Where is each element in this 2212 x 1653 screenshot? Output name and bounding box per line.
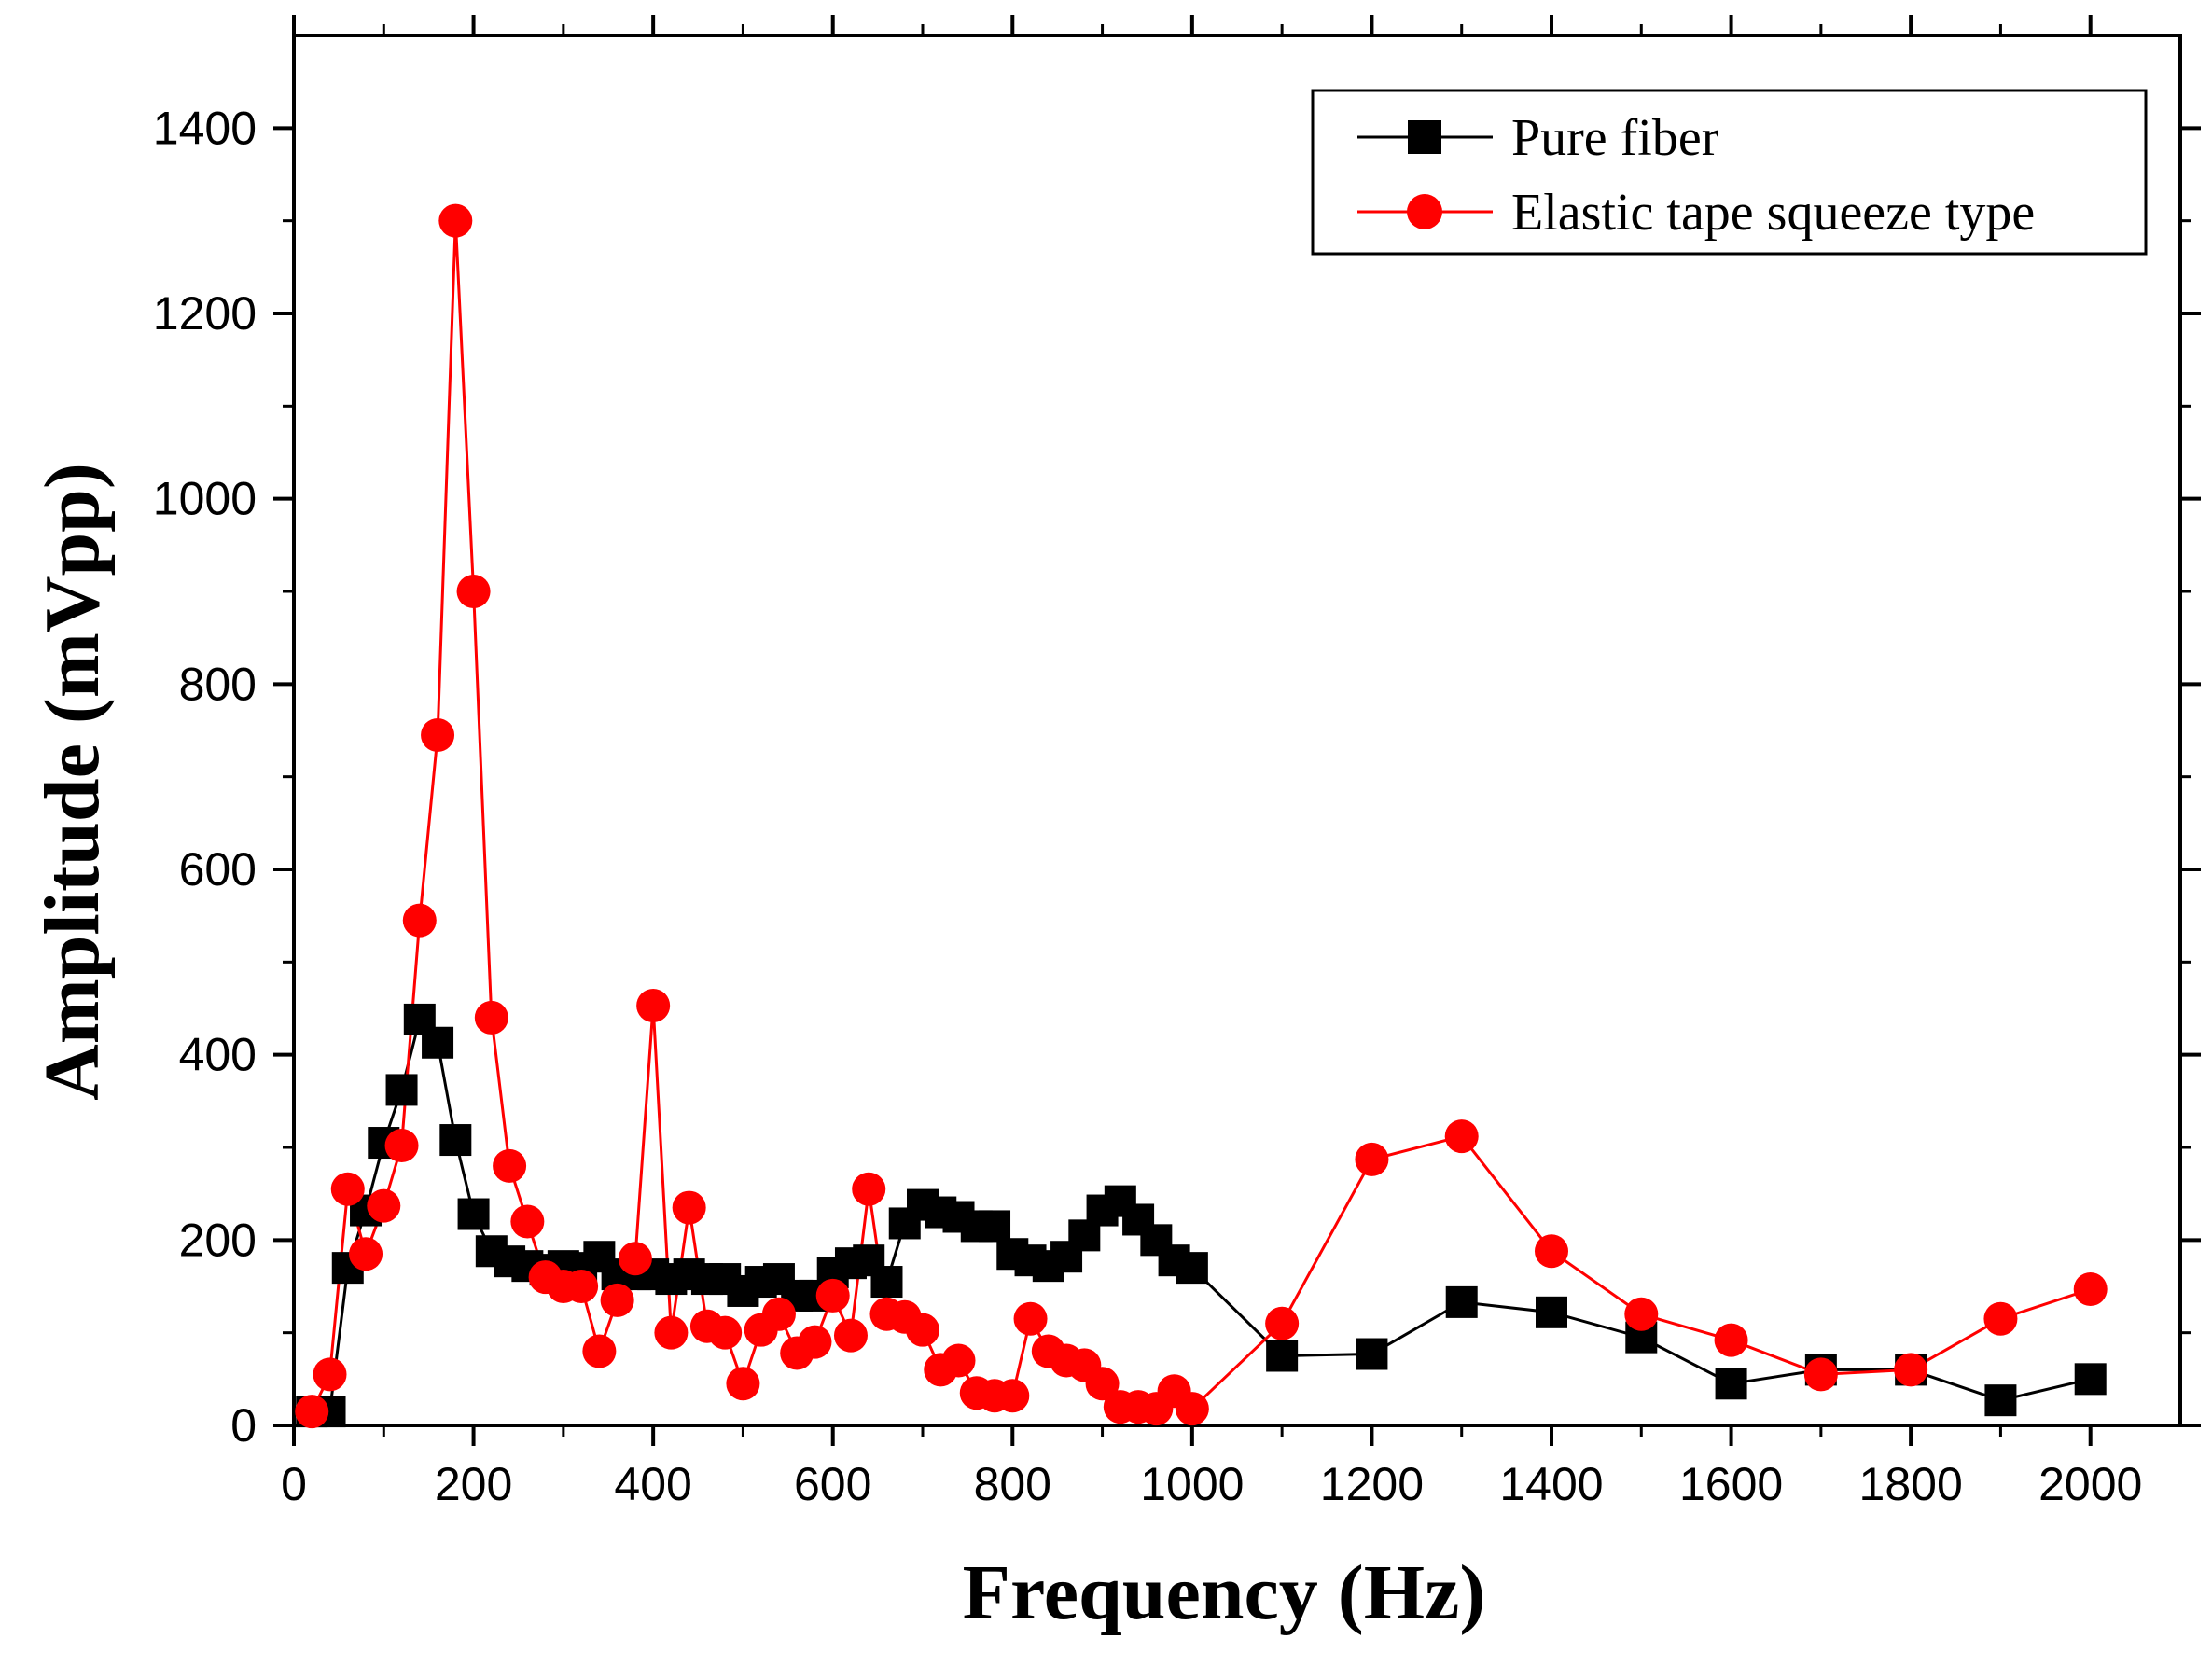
data-point-circle (1624, 1297, 1659, 1331)
data-point-square (2074, 1363, 2107, 1396)
legend-label-elastic-tape: Elastic tape squeeze type (1511, 184, 2035, 242)
plot-frame (292, 34, 2182, 1427)
series-markers-1 (295, 203, 2108, 1429)
legend: Pure fiber Elastic tape squeeze type (1311, 89, 2148, 256)
legend-label-pure-fiber: Pure fiber (1511, 109, 1719, 167)
data-point-circle (1013, 1301, 1048, 1336)
data-point-circle (761, 1297, 796, 1331)
x-tick-label: 2000 (2038, 1458, 2142, 1510)
data-point-square (1356, 1338, 1388, 1370)
data-point-circle (384, 1129, 419, 1163)
data-point-circle (726, 1367, 760, 1401)
data-point-circle (1983, 1301, 2018, 1336)
axis-ticks: 0 200 400 600 800 1000 1200 1400 1600 1800 2000 0 20… (153, 15, 2201, 1510)
data-point-circle (1265, 1306, 1300, 1340)
data-point-circle (474, 1000, 508, 1035)
x-tick-label: 1400 (1499, 1458, 1603, 1510)
data-point-square (1715, 1368, 1747, 1400)
data-point-circle (708, 1315, 743, 1350)
data-point-circle (1535, 1234, 1568, 1269)
data-point-circle (618, 1242, 652, 1276)
x-tick-label: 200 (435, 1458, 512, 1510)
x-tick-label: 400 (614, 1458, 691, 1510)
data-point-circle (941, 1343, 976, 1378)
data-point-circle (510, 1204, 545, 1239)
data-point-circle (852, 1172, 886, 1206)
y-tick-label: 200 (179, 1214, 257, 1266)
data-point-circle (798, 1325, 832, 1359)
data-point-circle (349, 1237, 383, 1271)
data-point-circle (330, 1172, 365, 1206)
data-point-square (385, 1074, 418, 1106)
data-point-circle (456, 575, 491, 608)
x-tick-label: 0 (281, 1458, 307, 1510)
data-point-circle (1444, 1119, 1479, 1154)
data-point-circle (833, 1318, 868, 1353)
data-point-circle (600, 1283, 634, 1317)
data-point-circle (906, 1313, 939, 1347)
data-point-square (870, 1266, 903, 1299)
y-axis-title: Amplitude (mVpp) (29, 463, 116, 1101)
data-point-circle (2073, 1271, 2108, 1306)
y-tick-label: 1200 (153, 287, 257, 340)
data-point-circle (313, 1357, 347, 1392)
data-point-circle (438, 203, 473, 238)
data-point-circle (1085, 1367, 1120, 1401)
data-point-square (1984, 1384, 2017, 1417)
y-tick-label: 400 (179, 1029, 257, 1081)
data-point-square (979, 1210, 1011, 1243)
data-point-circle (402, 903, 437, 938)
y-tick-label: 800 (179, 658, 257, 710)
data-point-circle (493, 1148, 527, 1183)
data-point-square (1445, 1285, 1478, 1318)
legend-box (1311, 89, 2148, 256)
data-point-circle (564, 1270, 599, 1303)
legend-entry-pure-fiber: Pure fiber (1357, 109, 1719, 167)
data-point-circle (1714, 1323, 1748, 1357)
data-point-square (439, 1124, 472, 1157)
x-tick-label: 1000 (1140, 1458, 1244, 1510)
y-tick-label: 1400 (153, 102, 257, 154)
data-point-circle (582, 1334, 617, 1368)
y-tick-label: 600 (179, 843, 257, 896)
x-tick-label: 1200 (1320, 1458, 1424, 1510)
data-point-square (1266, 1340, 1299, 1372)
data-point-circle (815, 1278, 850, 1313)
data-point-circle (295, 1395, 329, 1429)
legend-entry-elastic-tape: Elastic tape squeeze type (1357, 184, 2035, 242)
data-point-circle (367, 1188, 401, 1223)
data-point-circle (1175, 1392, 1209, 1426)
series-line-1 (310, 220, 2092, 1412)
legend-circle-marker-icon (1407, 194, 1442, 229)
data-point-circle (1803, 1357, 1838, 1392)
x-tick-label: 1800 (1859, 1458, 1963, 1510)
legend-square-marker-icon (1408, 120, 1441, 154)
data-point-circle (636, 989, 671, 1023)
y-tick-label: 1000 (153, 473, 257, 525)
data-point-square (1176, 1252, 1208, 1285)
data-point-circle (421, 717, 455, 752)
data-point-square (422, 1026, 454, 1059)
x-axis-title: Frequency (Hz) (963, 1549, 1486, 1636)
data-point-circle (995, 1379, 1030, 1413)
y-tick-label: 0 (230, 1399, 257, 1452)
data-point-circle (1894, 1353, 1928, 1387)
data-point-circle (654, 1315, 689, 1350)
x-tick-label: 1600 (1679, 1458, 1783, 1510)
series-layer (295, 203, 2108, 1429)
data-point-circle (1355, 1142, 1389, 1176)
x-tick-label: 600 (794, 1458, 871, 1510)
data-point-circle (672, 1190, 706, 1225)
x-tick-label: 800 (974, 1458, 1051, 1510)
plot-area-border (292, 34, 2182, 1427)
data-point-square (1536, 1296, 1567, 1328)
data-point-square (457, 1198, 490, 1230)
